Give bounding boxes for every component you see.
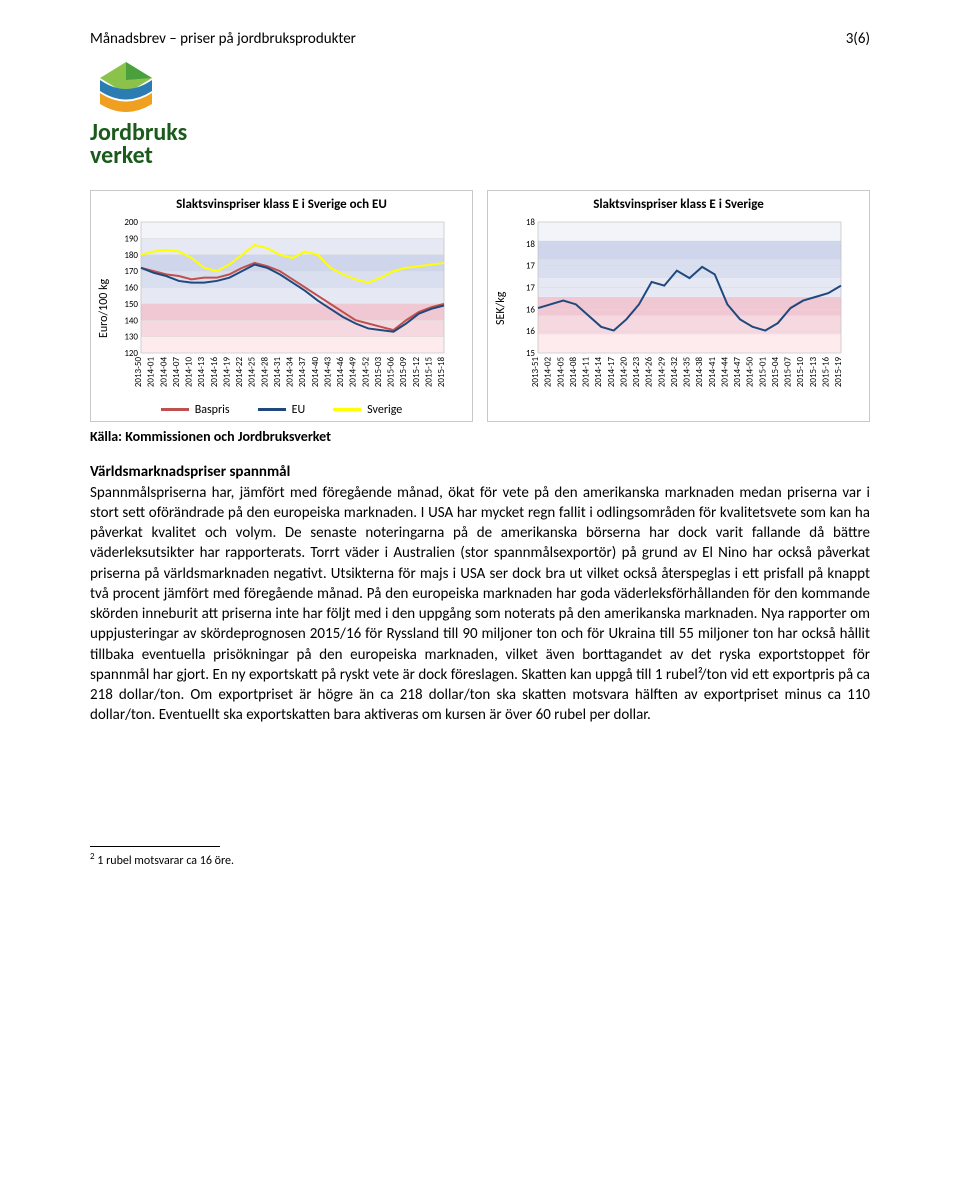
svg-text:2014-02: 2014-02 (543, 356, 554, 387)
svg-text:2014-01: 2014-01 (146, 356, 157, 387)
logo-icon (90, 58, 162, 120)
svg-text:2014-31: 2014-31 (272, 356, 283, 387)
footnote-text: 1 rubel motsvarar ca 16 öre. (97, 854, 234, 868)
svg-text:2015-12: 2015-12 (411, 356, 422, 387)
svg-text:2014-17: 2014-17 (606, 356, 617, 387)
logo-text-2: verket (90, 145, 153, 168)
svg-text:2015-07: 2015-07 (783, 356, 794, 387)
svg-text:200: 200 (124, 218, 138, 228)
page-number: 3(6) (846, 30, 870, 48)
svg-text:2014-05: 2014-05 (555, 356, 566, 387)
legend-swatch (258, 408, 286, 411)
svg-text:2015-15: 2015-15 (423, 356, 434, 387)
footnote-marker: 2 (90, 851, 95, 862)
chart-right-ylabel: SEK/kg (492, 218, 510, 399)
svg-text:2014-04: 2014-04 (158, 356, 169, 387)
svg-text:190: 190 (124, 233, 138, 244)
chart-legend: Baspris EU Sverige (95, 403, 468, 417)
chart-right-svg: 151616171718182013-512014-022014-052014-… (510, 218, 845, 399)
footnote: 2 1 rubel motsvarar ca 16 öre. (90, 851, 870, 868)
svg-text:2013-51: 2013-51 (530, 356, 541, 387)
svg-text:2014-41: 2014-41 (707, 356, 718, 387)
svg-text:2015-10: 2015-10 (795, 356, 806, 387)
svg-text:2014-50: 2014-50 (745, 356, 756, 387)
logo: Jordbruks verket (90, 58, 870, 168)
svg-text:16: 16 (526, 326, 536, 337)
svg-text:2014-43: 2014-43 (322, 356, 333, 387)
svg-text:2015-03: 2015-03 (373, 356, 384, 387)
svg-text:2014-10: 2014-10 (184, 356, 195, 387)
svg-text:2015-09: 2015-09 (398, 356, 409, 387)
svg-text:2015-04: 2015-04 (770, 356, 781, 387)
svg-text:2014-23: 2014-23 (631, 356, 642, 387)
svg-text:2014-08: 2014-08 (568, 356, 579, 387)
legend-swatch (333, 408, 361, 411)
svg-text:2014-38: 2014-38 (694, 356, 705, 387)
svg-text:2014-47: 2014-47 (732, 356, 743, 387)
legend-item: EU (258, 403, 306, 417)
svg-text:2014-25: 2014-25 (247, 356, 258, 387)
footnote-separator (90, 846, 220, 847)
svg-text:18: 18 (526, 238, 536, 249)
svg-text:2015-18: 2015-18 (436, 356, 447, 387)
svg-text:2014-40: 2014-40 (310, 356, 321, 387)
svg-text:2014-34: 2014-34 (285, 356, 296, 387)
doc-title: Månadsbrev – priser på jordbruksprodukte… (90, 30, 356, 48)
svg-text:150: 150 (124, 298, 138, 309)
svg-text:2014-46: 2014-46 (335, 356, 346, 387)
chart-left-svg: 1201301401501601701801902002013-502014-0… (113, 218, 448, 399)
chart-left-title: Slaktsvinspriser klass E i Sverige och E… (95, 197, 468, 212)
svg-text:2013-50: 2013-50 (133, 356, 144, 387)
svg-text:2014-07: 2014-07 (171, 356, 182, 387)
chart-left-ylabel: Euro/100 kg (95, 218, 113, 399)
svg-text:2014-37: 2014-37 (297, 356, 308, 387)
svg-text:2014-44: 2014-44 (719, 356, 730, 387)
svg-text:2014-11: 2014-11 (581, 356, 592, 387)
svg-text:160: 160 (124, 282, 138, 293)
svg-text:170: 170 (124, 266, 138, 277)
svg-text:2015-16: 2015-16 (820, 356, 831, 387)
svg-text:2014-49: 2014-49 (348, 356, 359, 387)
svg-text:2014-28: 2014-28 (259, 356, 270, 387)
svg-text:140: 140 (124, 315, 138, 326)
svg-text:180: 180 (124, 249, 138, 260)
svg-text:16: 16 (526, 304, 536, 315)
chart-source: Källa: Kommissionen och Jordbruksverket (90, 428, 870, 445)
legend-item: Baspris (161, 403, 230, 417)
svg-text:17: 17 (526, 260, 536, 271)
svg-text:2015-19: 2015-19 (833, 356, 844, 387)
svg-text:17: 17 (526, 282, 536, 293)
svg-text:130: 130 (124, 331, 138, 342)
svg-text:2014-32: 2014-32 (669, 356, 680, 387)
svg-text:2014-26: 2014-26 (644, 356, 655, 387)
section-heading: Världsmarknadspriser spannmål (90, 463, 870, 481)
svg-text:2014-16: 2014-16 (209, 356, 220, 387)
svg-text:2014-13: 2014-13 (196, 356, 207, 387)
legend-item: Sverige (333, 403, 402, 417)
svg-text:2014-22: 2014-22 (234, 356, 245, 387)
chart-left-panel: Slaktsvinspriser klass E i Sverige och E… (90, 190, 473, 422)
legend-swatch (161, 408, 189, 411)
legend-label: EU (292, 403, 306, 417)
svg-text:18: 18 (526, 218, 536, 228)
chart-right-panel: Slaktsvinspriser klass E i Sverige SEK/k… (487, 190, 870, 422)
chart-right-title: Slaktsvinspriser klass E i Sverige (492, 197, 865, 212)
legend-label: Sverige (367, 403, 402, 417)
svg-text:2014-19: 2014-19 (221, 356, 232, 387)
svg-text:2015-13: 2015-13 (808, 356, 819, 387)
svg-text:2014-29: 2014-29 (656, 356, 667, 387)
legend-label: Baspris (195, 403, 230, 417)
svg-text:2014-52: 2014-52 (360, 356, 371, 387)
section-body: Spannmålspriserna har, jämfört med föreg… (90, 483, 870, 726)
svg-text:2014-35: 2014-35 (682, 356, 693, 387)
svg-text:2015-06: 2015-06 (386, 356, 397, 387)
svg-text:2014-14: 2014-14 (593, 356, 604, 387)
svg-text:2014-20: 2014-20 (618, 356, 629, 387)
svg-text:2015-01: 2015-01 (757, 356, 768, 387)
